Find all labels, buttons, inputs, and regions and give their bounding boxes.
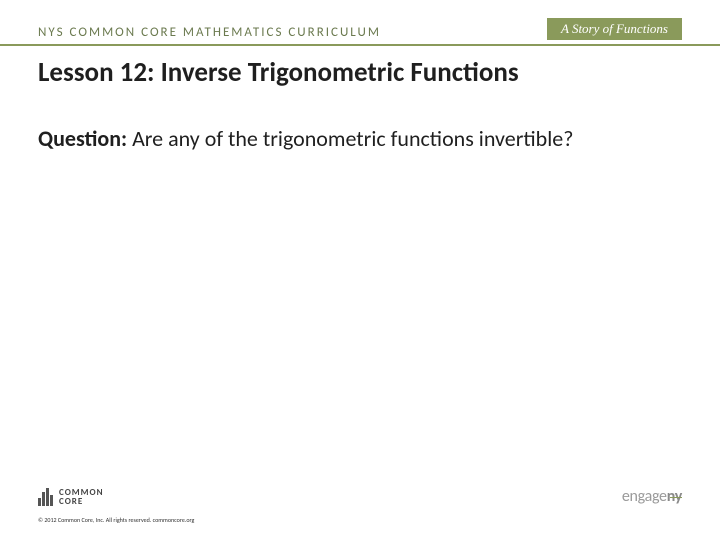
copyright-text: © 2012 Common Core, Inc. All rights rese… <box>38 516 682 524</box>
curriculum-label: NYS COMMON CORE MATHEMATICS CURRICULUM <box>38 25 547 40</box>
footer-rule <box>670 497 682 498</box>
cc-line2: CORE <box>59 497 104 506</box>
slide-footer: COMMON CORE engageny © 2012 Common Core,… <box>38 487 682 524</box>
question-label: Question: <box>38 125 127 152</box>
question-block: Question: Are any of the trigonometric f… <box>0 89 720 153</box>
question-text: Are any of the trigonometric functions i… <box>127 125 573 152</box>
cc-text: COMMON CORE <box>59 488 104 506</box>
cc-bars-icon <box>38 488 53 506</box>
slide-header: NYS COMMON CORE MATHEMATICS CURRICULUM A… <box>0 0 720 46</box>
footer-logos: COMMON CORE engageny <box>38 487 682 506</box>
lesson-title: Lesson 12: Inverse Trigonometric Functio… <box>0 46 720 89</box>
engage-text: engage <box>622 487 667 506</box>
common-core-logo: COMMON CORE <box>38 488 104 506</box>
series-badge: A Story of Functions <box>547 18 682 40</box>
